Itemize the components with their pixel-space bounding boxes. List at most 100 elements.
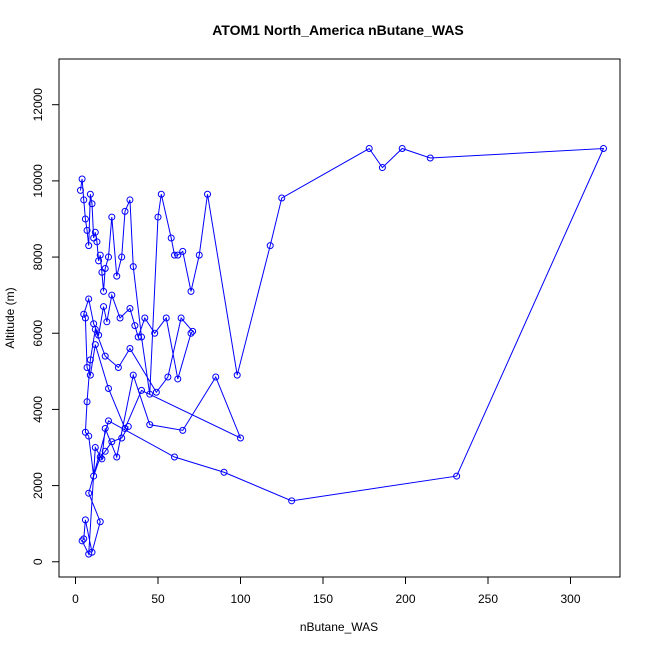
data-point: [76, 186, 84, 194]
data-point: [174, 375, 182, 383]
data-point: [95, 331, 103, 339]
data-point: [93, 238, 101, 246]
data-point: [220, 468, 228, 476]
data-point: [167, 234, 175, 242]
data-point: [98, 455, 106, 463]
data-point: [177, 314, 185, 322]
data-point: [138, 333, 145, 341]
data-point: [134, 333, 142, 341]
data-point: [398, 145, 406, 153]
x-tick-label: 250: [478, 592, 498, 606]
y-tick-label: 8000: [31, 243, 45, 270]
data-point: [83, 364, 91, 372]
x-tick-label: 100: [230, 592, 250, 606]
data-point: [141, 314, 149, 322]
data-point: [151, 329, 159, 337]
y-tick-label: 12000: [31, 88, 45, 122]
data-point: [189, 327, 197, 335]
data-point: [85, 489, 93, 497]
data-point: [108, 291, 116, 299]
data-point: [91, 228, 99, 236]
data-point: [83, 398, 91, 406]
data-point: [101, 264, 109, 272]
data-point: [204, 190, 211, 198]
data-point: [100, 287, 108, 295]
data-point: [96, 518, 104, 526]
data-point: [187, 287, 195, 295]
data-point: [86, 371, 94, 379]
data-point: [91, 341, 99, 349]
chart-title: ATOM1 North_America nButane_WAS: [212, 22, 464, 38]
data-point: [138, 386, 145, 394]
y-tick-label: 4000: [31, 396, 45, 423]
data-point: [100, 303, 108, 311]
data-point: [118, 434, 126, 442]
y-tick-label: 6000: [31, 320, 45, 347]
data-point: [105, 253, 112, 261]
data-point: [233, 371, 241, 379]
data-point: [78, 537, 86, 545]
data-point: [85, 432, 93, 440]
series-line: [79, 147, 605, 557]
data-point: [378, 164, 386, 172]
data-point: [81, 314, 89, 322]
x-axis-label: nButane_WAS: [300, 620, 378, 634]
x-tick-label: 300: [560, 592, 580, 606]
data-point: [600, 145, 607, 153]
data-point: [88, 200, 96, 208]
data-point: [81, 215, 89, 223]
data-point: [81, 516, 89, 524]
data-point: [113, 453, 121, 461]
data-point: [91, 444, 99, 451]
data-point: [103, 318, 111, 326]
data-point: [90, 472, 98, 480]
data-point: [129, 263, 137, 271]
y-axis-label: Altitude (m): [3, 287, 17, 348]
data-point: [126, 304, 134, 312]
x-tick-label: 200: [395, 592, 415, 606]
data-point: [131, 322, 139, 330]
data-point: [80, 310, 88, 318]
data-point: [152, 388, 160, 396]
data-point: [179, 247, 187, 255]
data-point: [453, 472, 461, 480]
data-point: [129, 371, 137, 379]
data-point: [126, 344, 134, 352]
data-point: [171, 453, 178, 461]
data-point: [118, 253, 126, 261]
data-point: [86, 190, 94, 198]
x-tick-label: 0: [72, 592, 79, 606]
data-point: [85, 550, 93, 558]
data-point: [126, 196, 134, 204]
data-point: [266, 242, 274, 250]
data-point: [116, 314, 124, 322]
y-tick-label: 10000: [31, 164, 45, 198]
x-tick-label: 150: [313, 592, 333, 606]
data-point: [108, 213, 116, 221]
y-tick-label: 0: [31, 558, 45, 565]
data-point: [288, 497, 296, 505]
data-point: [113, 272, 121, 280]
y-axis: 0 2000 4000 6000 8000 10000 12000: [31, 88, 60, 565]
data-point: [101, 447, 109, 455]
data-point: [101, 352, 109, 360]
data-point: [85, 295, 93, 303]
data-point: [105, 384, 112, 392]
plot-frame: [58, 58, 621, 578]
data-point: [96, 251, 104, 259]
data-point: [237, 434, 244, 442]
data-point: [105, 417, 112, 425]
data-point: [101, 424, 109, 432]
data-point: [146, 390, 154, 398]
data-point: [174, 251, 182, 259]
y-tick-label: 2000: [31, 472, 45, 499]
data-point: [91, 325, 99, 333]
data-point: [154, 213, 162, 221]
data-point: [83, 226, 91, 234]
data-point: [80, 196, 88, 204]
data-point: [78, 175, 86, 183]
x-axis: 0 50 100 150 200 250 300: [72, 576, 581, 606]
data-point: [80, 535, 88, 543]
data-point: [146, 421, 154, 429]
